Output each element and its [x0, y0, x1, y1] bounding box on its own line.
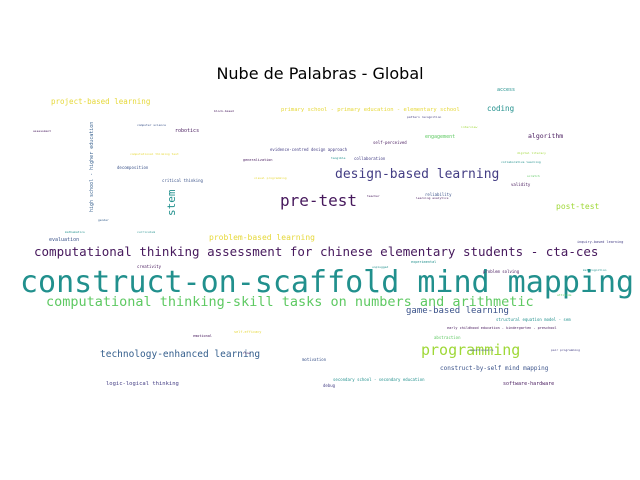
word: mathematics: [65, 230, 85, 234]
word: self-efficacy: [234, 330, 262, 334]
word: early childhood education - kindergarten…: [447, 326, 557, 330]
word: engagement: [425, 134, 456, 140]
word: stem: [165, 189, 178, 217]
word: construct-on-scaffold mind mapping: [20, 265, 635, 300]
word: reliability: [425, 192, 452, 197]
word: learning analytics: [416, 196, 449, 200]
word: computational thinking assessment for ch…: [34, 244, 599, 259]
word: tangible: [331, 156, 346, 160]
word: debug: [323, 383, 336, 388]
word: emotional: [193, 334, 212, 338]
word: post-test: [556, 202, 600, 211]
word: pre-test: [280, 191, 358, 210]
word: visual programming: [254, 176, 287, 180]
word: problem solving: [483, 269, 520, 274]
word: project-based learning: [51, 97, 151, 106]
word: high school - higher education: [89, 121, 95, 212]
word: collaborative learning: [501, 160, 541, 164]
word: computational thinking test: [130, 152, 179, 156]
word: motivation: [302, 357, 327, 362]
word: creativity: [137, 264, 162, 269]
word-cloud-title: Nube de Palabras - Global: [216, 64, 424, 83]
word: evidence-centred design approach: [270, 147, 348, 152]
word: construct-by-self mind mapping: [440, 365, 549, 372]
word: coding: [487, 104, 515, 113]
word: critical thinking: [162, 178, 203, 183]
word: robotics: [175, 128, 200, 134]
word: self-perceived: [373, 140, 407, 145]
word: interview: [461, 125, 478, 129]
word: questionnaire: [470, 348, 494, 352]
word: curriculum: [137, 230, 156, 234]
word: software-hardware: [503, 381, 555, 387]
word: computational thinking-skill tasks on nu…: [46, 294, 534, 310]
word: pair programming: [551, 348, 580, 352]
word: algorithm: [528, 132, 564, 140]
word: attitude: [557, 293, 572, 297]
word: inquiry-based learning: [577, 240, 624, 244]
word: access: [497, 87, 516, 93]
word: experimental: [411, 260, 437, 264]
word: metacognition: [583, 268, 607, 272]
word: decomposition: [117, 165, 149, 170]
word: evaluation: [49, 237, 80, 243]
word: structural equation model - sem: [496, 317, 571, 322]
word: computer science: [137, 123, 166, 127]
word: pattern recognition: [407, 115, 442, 119]
word: secondary school - secondary education: [333, 377, 425, 382]
word: flow: [243, 351, 251, 355]
word: digital literacy: [517, 151, 546, 155]
word: problem-based learning: [209, 233, 315, 242]
word: gender: [98, 218, 109, 222]
word: abstraction: [434, 335, 461, 340]
word: design-based learning: [335, 167, 500, 182]
word: teacher: [367, 194, 380, 198]
word: programming: [421, 341, 521, 359]
word: generalization: [243, 158, 273, 162]
word: primary school - primary education - ele…: [281, 107, 460, 113]
word: collaboration: [354, 156, 386, 161]
word: technology-enhanced learning: [100, 349, 261, 360]
word: scratch: [527, 174, 540, 178]
word: block-based: [214, 109, 234, 113]
word: game-based learning: [406, 306, 509, 316]
word: logic-logical thinking: [106, 381, 179, 387]
word: validity: [511, 182, 531, 187]
word: unplugged: [372, 265, 389, 269]
word: assessment: [33, 129, 52, 133]
